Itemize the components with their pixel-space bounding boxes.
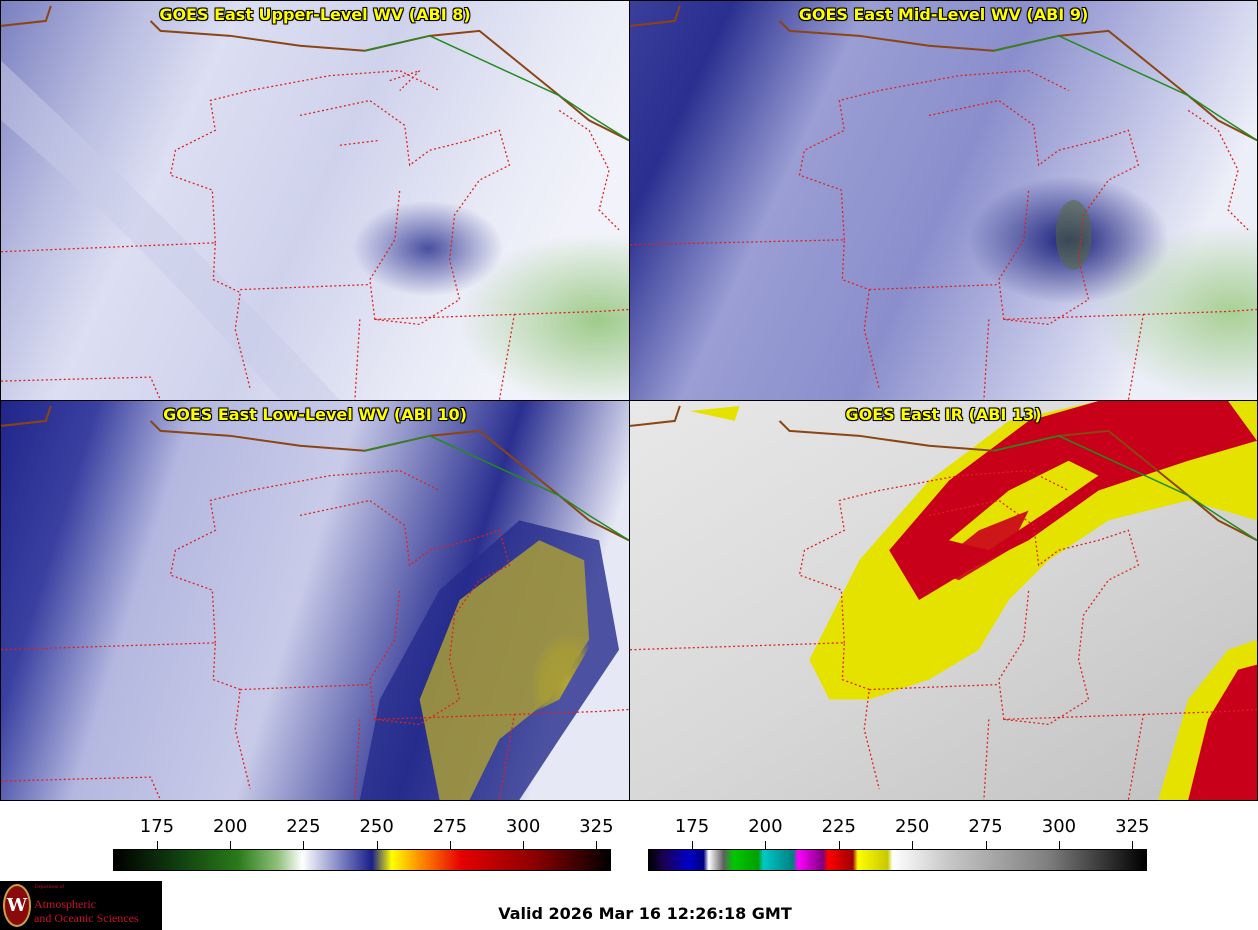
colorbar-right-tick-label: 300 xyxy=(1041,816,1077,837)
colorbar-left-tick-mark xyxy=(156,841,158,849)
colorbar-left-tick-label: 275 xyxy=(432,816,468,837)
colorbar-right-tick-label: 200 xyxy=(748,816,783,837)
colorbar-left-tick-label: 175 xyxy=(139,816,175,837)
valid-time: Valid 2026 Mar 16 12:26:18 GMT xyxy=(498,904,792,923)
panel-upper-level-wv: GOES East Upper-Level WV (ABI 8) xyxy=(0,0,630,401)
panel-ir: GOES East IR (ABI 13) xyxy=(629,400,1258,801)
mid-level-wv-image xyxy=(630,1,1257,400)
colorbar-left-tick-label: 325 xyxy=(579,816,614,837)
colorbar-left-tick-mark xyxy=(230,841,232,849)
colorbar-left-tick-mark xyxy=(596,841,598,849)
colorbar-right-tick-mark xyxy=(912,841,914,849)
aos-logo: W Department of Atmospheric and Oceanic … xyxy=(0,881,162,930)
colorbar-left-tick-label: 225 xyxy=(286,816,321,837)
colorbar-right-tick-label: 325 xyxy=(1115,816,1150,837)
panel-title: GOES East Upper-Level WV (ABI 8) xyxy=(159,5,471,24)
colorbar-left xyxy=(113,849,611,871)
colorbar-left-tick-mark xyxy=(303,841,305,849)
colorbar-right xyxy=(648,849,1147,871)
logo-line1: Atmospheric xyxy=(34,897,96,911)
low-level-wv-image xyxy=(1,401,629,800)
panel-low-level-wv: GOES East Low-Level WV (ABI 10) xyxy=(0,400,630,801)
colorbar-left-tick-mark xyxy=(523,841,525,849)
panel-title: GOES East Low-Level WV (ABI 10) xyxy=(163,405,467,424)
colorbar-left-tick-mark xyxy=(376,841,378,849)
uw-seal-icon: W xyxy=(3,884,31,927)
panel-title: GOES East Mid-Level WV (ABI 9) xyxy=(798,5,1089,24)
colorbar-right-tick-mark xyxy=(985,841,987,849)
colorbar-right-tick-label: 250 xyxy=(894,816,930,837)
colorbar-right-tick-label: 225 xyxy=(821,816,856,837)
colorbar-right-tick-mark xyxy=(1058,841,1060,849)
colorbar-right-tick-label: 175 xyxy=(674,816,710,837)
logo-department: Department of xyxy=(35,885,65,890)
colorbar-left-tick-label: 200 xyxy=(212,816,248,837)
ir-image xyxy=(630,401,1257,800)
colorbar-left-tick-mark xyxy=(449,841,451,849)
panel-mid-level-wv: GOES East Mid-Level WV (ABI 9) xyxy=(629,0,1258,401)
logo-line2: and Oceanic Sciences xyxy=(34,911,139,925)
colorbar-right-tick-mark xyxy=(838,841,840,849)
panel-title: GOES East IR (ABI 13) xyxy=(845,405,1042,424)
colorbar-right-tick-mark xyxy=(765,841,767,849)
upper-level-wv-image xyxy=(1,1,629,400)
colorbar-right-tick-mark xyxy=(1132,841,1134,849)
colorbar-right-tick-mark xyxy=(692,841,694,849)
seal-letter: W xyxy=(6,895,28,916)
colorbar-right-tick-label: 275 xyxy=(968,816,1003,837)
colorbar-left-tick-label: 300 xyxy=(505,816,541,837)
colorbar-left-tick-label: 250 xyxy=(359,816,394,837)
